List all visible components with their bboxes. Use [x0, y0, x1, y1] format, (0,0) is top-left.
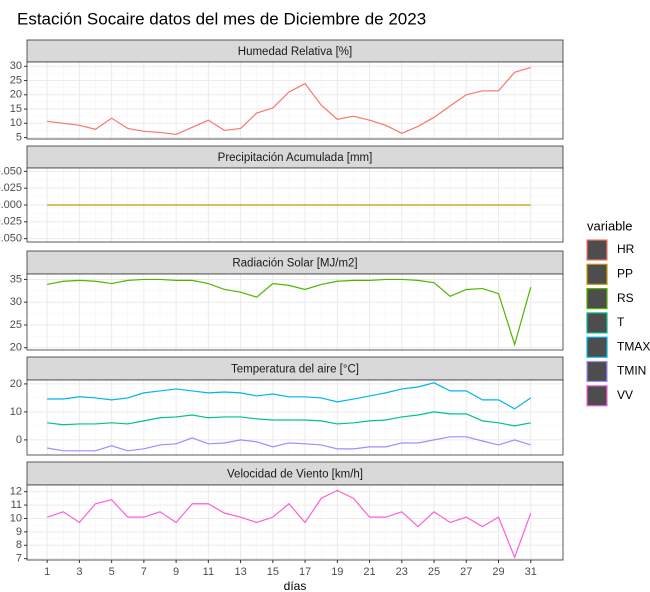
y-tick-label: 10	[10, 406, 22, 418]
y-tick-label: 10	[10, 512, 22, 524]
legend-key	[586, 312, 608, 334]
x-tick-label: 7	[141, 566, 147, 578]
legend-label: RS	[617, 291, 634, 305]
y-tick-label: 25	[10, 74, 22, 86]
data-line	[47, 66, 531, 136]
x-tick-label: 11	[203, 566, 214, 578]
x-tick-label: 25	[428, 566, 440, 578]
data-line	[47, 278, 532, 347]
y-tick-label: 11	[11, 499, 22, 511]
legend-label: PP	[617, 266, 633, 280]
strip-title: Humedad Relativa [%]	[238, 46, 352, 58]
y-tick-label: 0.050	[0, 165, 22, 177]
x-tick-label: 5	[109, 566, 115, 578]
x-tick-label: 29	[492, 566, 504, 578]
x-tick-label: 13	[234, 566, 246, 578]
legend-key	[586, 263, 608, 285]
x-tick-label: 31	[525, 566, 537, 578]
strip-title: Temperatura del aire [°C]	[231, 364, 359, 376]
x-tick-label: 17	[299, 566, 311, 578]
x-tick-label: 9	[173, 566, 179, 578]
legend-key	[586, 360, 608, 383]
panel-border	[26, 61, 564, 140]
y-tick-label: 20	[10, 89, 22, 101]
strip-title: Velocidad de Viento [km/h]	[227, 469, 363, 481]
data-line	[46, 489, 532, 559]
panel	[27, 485, 563, 560]
y-tick-label: 30	[10, 60, 22, 72]
legend-title: variable	[587, 218, 633, 233]
y-tick-label: 8	[16, 539, 22, 551]
y-tick-label: 10	[10, 117, 22, 129]
x-tick-label: 19	[331, 566, 343, 578]
y-tick-label: -0.025	[0, 216, 22, 228]
legend-label: VV	[617, 388, 633, 402]
legend-key	[586, 385, 608, 407]
panel-border	[26, 379, 564, 456]
y-tick-label: -0.050	[0, 233, 22, 245]
x-tick-label: 15	[267, 566, 279, 578]
y-tick-label: 12	[10, 486, 22, 498]
x-tick-label: 21	[363, 566, 375, 578]
strip-title: Radiación Solar [MJ/m2]	[232, 258, 357, 270]
data-line	[47, 382, 532, 410]
data-line	[47, 411, 531, 427]
x-tick-label: 27	[460, 566, 472, 578]
x-tick-label: 3	[76, 566, 82, 578]
y-tick-label: 7	[16, 553, 22, 565]
x-tick-label: 23	[396, 566, 408, 578]
y-tick-label: 0	[16, 434, 22, 446]
y-tick-label: 30	[10, 296, 22, 308]
y-tick-label: 25	[10, 319, 22, 331]
y-tick-label: 20	[10, 378, 22, 390]
y-tick-label: 5	[16, 131, 22, 143]
panel	[27, 62, 563, 139]
x-tick-label: 1	[44, 566, 50, 578]
legend-key	[586, 336, 608, 358]
panel-border	[26, 273, 564, 351]
panel-border	[26, 167, 564, 243]
data-line	[47, 436, 531, 452]
y-tick-label: 9	[16, 526, 22, 538]
legend-key	[586, 288, 608, 310]
panel-border	[26, 484, 564, 561]
chart-title: Estación Socaire datos del mes de Diciem…	[17, 9, 426, 28]
y-tick-label: 35	[10, 273, 22, 285]
legend-label: TMIN	[617, 364, 646, 378]
legend-label: TMAX	[617, 339, 650, 353]
y-tick-label: 15	[10, 103, 22, 115]
legend-key	[586, 239, 608, 261]
legend-label: HR	[617, 242, 635, 256]
y-tick-label: 0.000	[0, 199, 22, 211]
strip-title: Precipitación Acumulada [mm]	[218, 152, 373, 164]
y-tick-label: 20	[10, 342, 22, 354]
x-axis-label: días	[284, 579, 307, 592]
legend-label: T	[617, 315, 625, 329]
y-tick-label: 0.025	[0, 182, 22, 194]
